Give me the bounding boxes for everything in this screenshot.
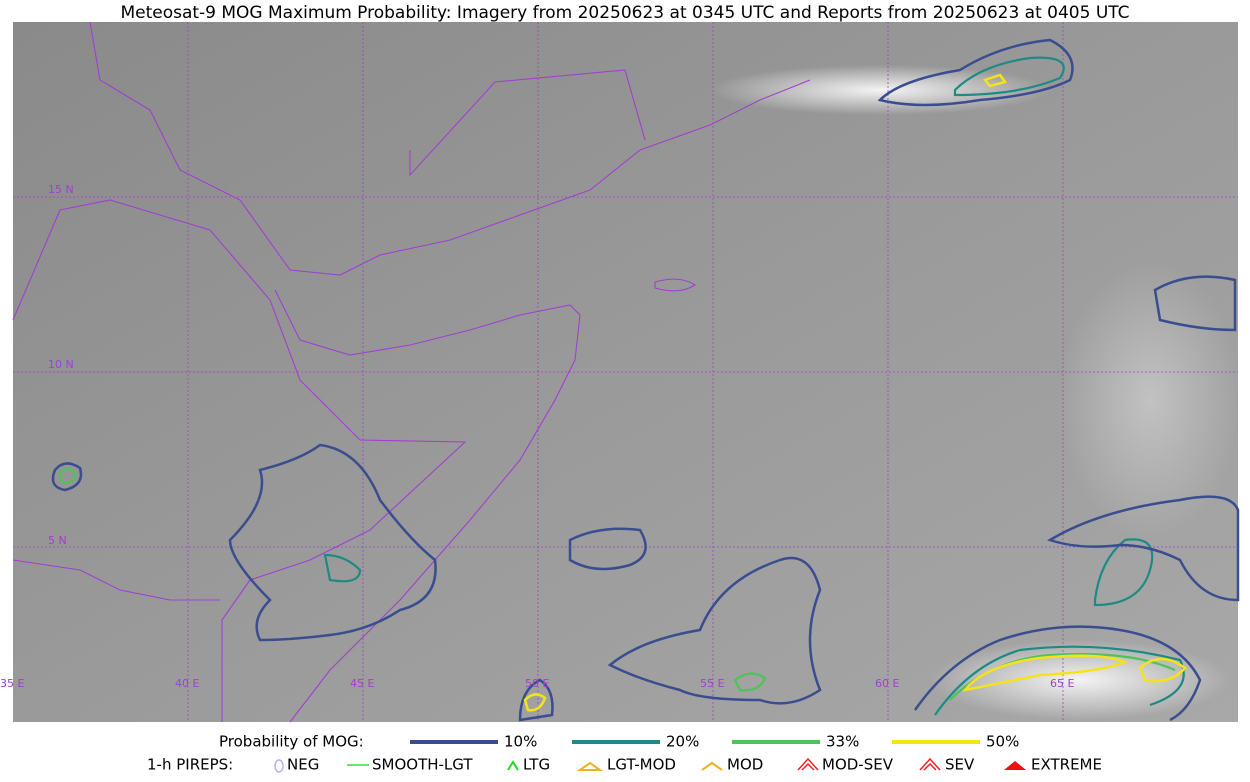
contour-10 [1153,275,1237,332]
legend-icon [1004,761,1026,770]
legend-title: Probability of MOG: [219,733,364,751]
lon-label: 35 E [0,677,24,690]
lat-label: 10 N [48,358,74,371]
lat-label: 15 N [48,183,74,196]
legend-label: SEV [945,756,975,774]
contour-10 [51,462,83,492]
contour-10 [877,38,1074,107]
legend-icon [507,760,519,771]
map: 15 N 10 N 5 N 35 E 40 E 45 E 50 E 55 E 6… [0,21,1240,723]
contour-20 [953,56,1065,97]
lon-label: 55 E [700,677,724,690]
legend-icon [797,757,819,771]
lon-label: 60 E [875,677,899,690]
contour-10 [568,527,647,571]
contour-20 [934,645,1185,716]
contour-33 [733,672,767,692]
legend-label: MOD [727,756,763,774]
lon-label: 50 E [525,677,549,690]
contour-50 [982,73,1008,88]
title: Meteosat-9 MOG Maximum Probability: Imag… [120,3,1129,23]
contour-20 [1093,538,1154,607]
border [409,69,646,177]
legend: Probability of MOG: 10% 20% 33% 50% 1-h … [147,733,1102,774]
lon-label: 65 E [1050,677,1074,690]
lat-labels: 15 N 10 N 5 N [48,183,74,547]
contour-50 [961,654,1129,692]
border [12,559,220,601]
legend-label: 10% [504,733,537,751]
mog-contours [51,38,1240,722]
graticule [13,22,1238,722]
lon-label: 40 E [175,677,199,690]
legend-label: LGT-MOD [607,756,676,774]
contour-10 [607,556,822,705]
coastline [274,289,581,723]
cloud [1060,260,1240,540]
legend-icon [274,759,284,773]
cloud [710,65,1050,115]
lon-labels: 35 E 40 E 45 E 50 E 55 E 60 E 65 E [0,677,1074,690]
contour-10 [1047,495,1240,602]
border [12,199,467,722]
legend-icon [576,761,604,771]
lon-label: 45 E [350,677,374,690]
legend-label: SMOOTH-LGT [372,756,473,774]
legend-label: 50% [986,733,1019,751]
island [654,278,696,292]
legend-icon [919,757,941,771]
contour-10 [913,625,1202,722]
legend-title: 1-h PIREPS: [147,756,233,774]
legend-label: MOD-SEV [822,756,894,774]
legend-label: LTG [523,756,550,774]
legend-label: 20% [666,733,699,751]
legend-label: NEG [287,756,319,774]
contour-10 [228,443,437,642]
legend-label: 33% [826,733,859,751]
coastlines [12,21,811,723]
contour-50 [523,693,547,712]
contour-33 [58,468,78,484]
legend-label: EXTREME [1031,756,1102,774]
contour-10 [518,678,554,722]
contour-50 [1138,657,1187,683]
lat-label: 5 N [48,534,67,547]
coastline [89,21,811,276]
contour-20 [323,553,362,583]
legend-icon [701,761,723,771]
